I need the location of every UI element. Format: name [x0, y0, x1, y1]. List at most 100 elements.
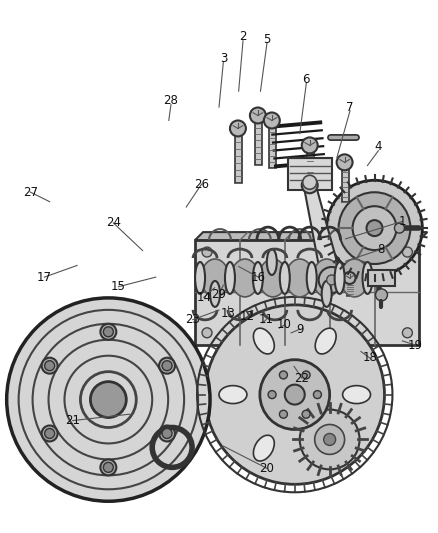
Circle shape [250, 108, 266, 124]
Ellipse shape [286, 259, 314, 297]
Text: 19: 19 [408, 338, 423, 352]
Circle shape [302, 410, 310, 418]
Circle shape [302, 138, 318, 154]
Circle shape [279, 410, 287, 418]
Circle shape [327, 180, 422, 276]
Ellipse shape [307, 262, 317, 294]
Text: 18: 18 [362, 351, 377, 365]
Text: 29: 29 [212, 288, 226, 301]
FancyBboxPatch shape [235, 128, 242, 183]
Circle shape [202, 328, 212, 338]
Circle shape [162, 361, 172, 370]
Ellipse shape [343, 385, 371, 403]
Ellipse shape [321, 281, 332, 307]
Ellipse shape [253, 262, 263, 294]
Text: 1: 1 [399, 215, 406, 228]
Text: 14: 14 [196, 291, 211, 304]
Circle shape [100, 324, 117, 340]
Circle shape [268, 391, 276, 399]
Circle shape [372, 271, 386, 285]
Ellipse shape [219, 385, 247, 403]
Text: 4: 4 [374, 141, 382, 154]
Text: 10: 10 [277, 318, 292, 332]
Circle shape [367, 220, 382, 236]
Circle shape [285, 385, 305, 405]
Text: 12: 12 [240, 311, 255, 324]
Ellipse shape [335, 262, 345, 294]
Text: 23: 23 [185, 313, 200, 326]
Text: 3: 3 [220, 52, 227, 64]
Circle shape [279, 371, 287, 379]
Ellipse shape [280, 262, 290, 294]
FancyBboxPatch shape [346, 278, 353, 296]
Circle shape [353, 206, 396, 250]
Circle shape [343, 272, 356, 284]
Circle shape [264, 112, 280, 128]
Text: 9: 9 [296, 322, 304, 336]
Ellipse shape [254, 435, 274, 461]
Text: 20: 20 [260, 462, 275, 475]
Circle shape [90, 382, 126, 417]
Circle shape [103, 462, 113, 472]
Polygon shape [304, 184, 341, 282]
Circle shape [300, 409, 360, 470]
Circle shape [403, 328, 413, 338]
FancyBboxPatch shape [288, 158, 332, 190]
Circle shape [302, 177, 318, 193]
Text: 5: 5 [263, 33, 271, 46]
Ellipse shape [313, 259, 341, 297]
Circle shape [314, 391, 321, 399]
FancyBboxPatch shape [307, 146, 314, 187]
Circle shape [162, 429, 172, 439]
Text: 8: 8 [377, 243, 384, 256]
Ellipse shape [201, 259, 229, 297]
Circle shape [45, 361, 55, 370]
Text: 7: 7 [346, 101, 354, 114]
Circle shape [403, 247, 413, 257]
Ellipse shape [267, 249, 277, 275]
Ellipse shape [363, 262, 372, 294]
Text: 27: 27 [23, 185, 38, 199]
Circle shape [324, 433, 336, 446]
Text: 22: 22 [294, 372, 310, 385]
Text: 21: 21 [65, 414, 80, 427]
Text: 13: 13 [220, 307, 235, 320]
Circle shape [7, 298, 210, 501]
FancyBboxPatch shape [342, 163, 349, 202]
Circle shape [303, 175, 317, 189]
FancyBboxPatch shape [195, 240, 419, 345]
Circle shape [159, 425, 175, 441]
Circle shape [42, 425, 58, 441]
Text: 6: 6 [303, 73, 310, 86]
Circle shape [260, 360, 330, 430]
FancyBboxPatch shape [269, 120, 276, 168]
Circle shape [375, 289, 388, 301]
Circle shape [45, 429, 55, 439]
Text: 2: 2 [239, 30, 247, 44]
Ellipse shape [341, 259, 368, 297]
Circle shape [103, 327, 113, 337]
Text: 26: 26 [194, 177, 209, 191]
Ellipse shape [254, 328, 274, 354]
Text: 16: 16 [251, 271, 266, 284]
Circle shape [202, 247, 212, 257]
Ellipse shape [225, 262, 235, 294]
Circle shape [302, 371, 310, 379]
Text: 24: 24 [106, 216, 121, 229]
Ellipse shape [231, 259, 259, 297]
Text: 17: 17 [37, 271, 52, 284]
Ellipse shape [210, 281, 220, 307]
Circle shape [230, 120, 246, 136]
Ellipse shape [195, 262, 205, 294]
Ellipse shape [259, 259, 287, 297]
Text: 28: 28 [163, 94, 178, 107]
Ellipse shape [315, 328, 336, 354]
Circle shape [205, 305, 385, 484]
Circle shape [395, 223, 404, 233]
FancyBboxPatch shape [255, 116, 262, 165]
Circle shape [327, 275, 337, 285]
Circle shape [42, 358, 58, 374]
Circle shape [339, 192, 410, 264]
Circle shape [319, 267, 345, 293]
Circle shape [314, 424, 345, 455]
